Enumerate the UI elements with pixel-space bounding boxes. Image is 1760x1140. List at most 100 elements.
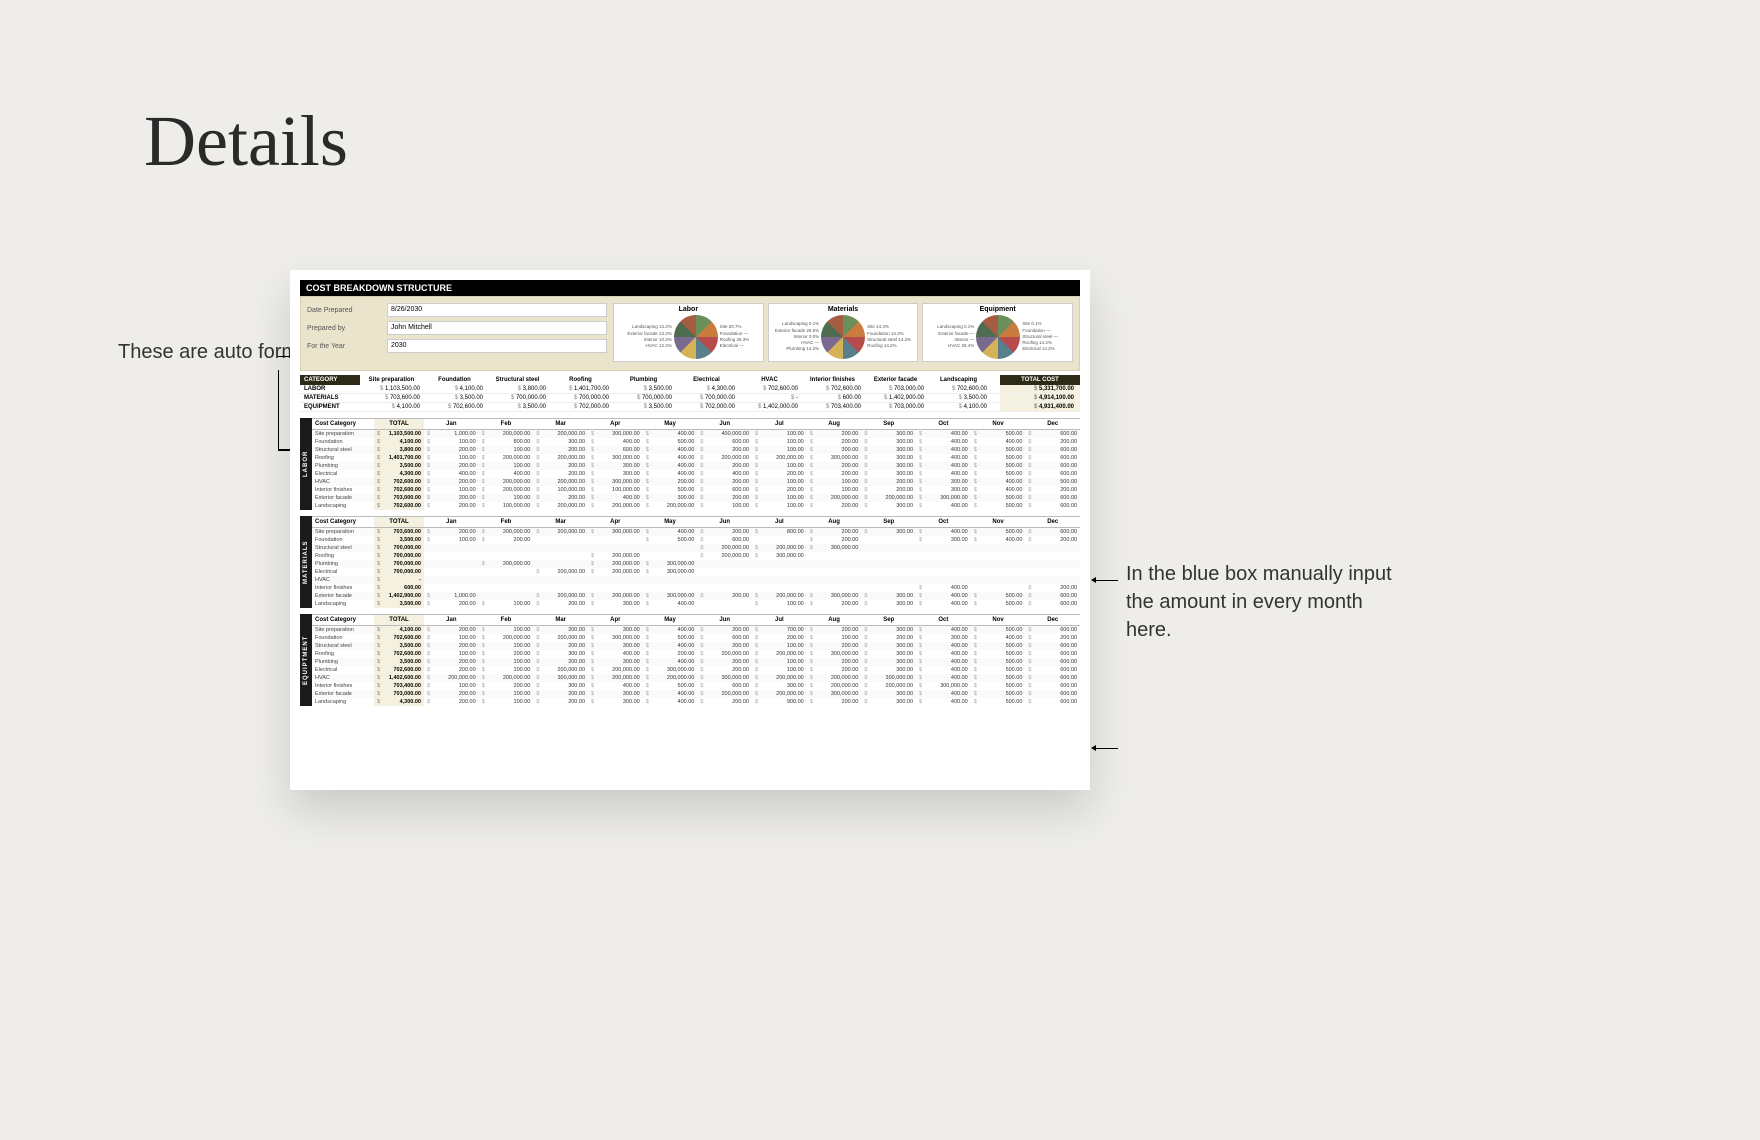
month-cell[interactable]: $600.00 [1025,658,1080,666]
month-cell[interactable]: $700.00 [752,626,807,634]
month-cell[interactable]: $400.00 [971,438,1026,446]
month-cell[interactable]: $300,000.00 [643,666,698,674]
month-cell[interactable] [479,584,534,592]
month-cell[interactable]: $300,000.00 [588,430,643,438]
month-cell[interactable] [424,584,479,592]
month-cell[interactable]: $200,000.00 [752,454,807,462]
month-cell[interactable]: $400.00 [643,698,698,706]
month-cell[interactable]: $300.00 [861,430,916,438]
month-cell[interactable]: $100.00 [479,642,534,650]
month-cell[interactable]: $600.00 [1025,626,1080,634]
month-cell[interactable]: $600.00 [1025,592,1080,600]
month-cell[interactable]: $300.00 [588,642,643,650]
month-cell[interactable] [533,584,588,592]
month-cell[interactable]: $600.00 [1025,642,1080,650]
month-cell[interactable] [533,544,588,552]
month-cell[interactable]: $200.00 [533,658,588,666]
month-cell[interactable]: $300.00 [588,462,643,470]
month-cell[interactable] [861,544,916,552]
month-cell[interactable]: $200.00 [807,600,862,608]
month-cell[interactable]: $400.00 [971,478,1026,486]
month-cell[interactable] [971,560,1026,568]
month-cell[interactable]: $300,000.00 [588,454,643,462]
date-input[interactable]: 8/26/2030 [387,303,607,317]
month-cell[interactable]: $200.00 [861,486,916,494]
month-cell[interactable]: $200,000.00 [588,674,643,682]
month-cell[interactable] [752,560,807,568]
month-cell[interactable] [916,544,971,552]
month-cell[interactable]: $800.00 [752,528,807,536]
month-cell[interactable]: $300.00 [588,698,643,706]
month-cell[interactable]: $200.00 [807,642,862,650]
month-cell[interactable]: $600.00 [1025,698,1080,706]
month-cell[interactable]: $400,000.00 [697,430,752,438]
month-cell[interactable]: $200,000.00 [697,552,752,560]
month-cell[interactable]: $200.00 [533,470,588,478]
month-cell[interactable]: $100.00 [424,486,479,494]
month-cell[interactable]: $200.00 [533,626,588,634]
month-cell[interactable]: $200.00 [807,658,862,666]
month-cell[interactable] [643,584,698,592]
month-cell[interactable]: $200.00 [697,462,752,470]
month-cell[interactable]: $300.00 [807,446,862,454]
month-cell[interactable]: $200,000.00 [697,690,752,698]
month-cell[interactable]: $400.00 [588,438,643,446]
month-cell[interactable]: $300.00 [533,650,588,658]
month-cell[interactable] [424,576,479,584]
month-cell[interactable]: $400.00 [916,528,971,536]
month-cell[interactable]: $300.00 [861,626,916,634]
month-cell[interactable]: $200.00 [697,528,752,536]
month-cell[interactable]: $200.00 [424,528,479,536]
month-cell[interactable]: $200.00 [643,478,698,486]
month-cell[interactable]: $200.00 [424,446,479,454]
month-cell[interactable]: $200.00 [697,666,752,674]
month-cell[interactable]: $500.00 [971,502,1026,510]
month-cell[interactable]: $500.00 [971,626,1026,634]
month-cell[interactable]: $300,000.00 [643,592,698,600]
month-cell[interactable]: $600.00 [697,486,752,494]
month-cell[interactable] [424,568,479,576]
month-cell[interactable]: $500.00 [971,698,1026,706]
month-cell[interactable]: $200,000.00 [752,690,807,698]
month-cell[interactable]: $200,000.00 [479,528,534,536]
month-cell[interactable]: $400.00 [916,600,971,608]
month-cell[interactable] [424,552,479,560]
month-cell[interactable] [588,576,643,584]
month-cell[interactable]: $500.00 [971,494,1026,502]
month-cell[interactable]: $200.00 [697,592,752,600]
month-cell[interactable]: $300.00 [861,642,916,650]
month-cell[interactable]: $100.00 [424,438,479,446]
month-cell[interactable]: $300,000.00 [861,674,916,682]
month-cell[interactable]: $600.00 [588,446,643,454]
month-cell[interactable]: $500.00 [643,682,698,690]
month-cell[interactable]: $100.00 [479,698,534,706]
month-cell[interactable]: $200.00 [479,650,534,658]
month-cell[interactable]: $300.00 [861,454,916,462]
month-cell[interactable]: $400.00 [971,486,1026,494]
month-cell[interactable]: $100.00 [424,454,479,462]
month-cell[interactable]: $500.00 [971,462,1026,470]
month-cell[interactable]: $500.00 [971,446,1026,454]
month-cell[interactable] [533,536,588,544]
month-cell[interactable]: $400.00 [971,634,1026,642]
month-cell[interactable]: $200,000.00 [533,478,588,486]
month-cell[interactable]: $600.00 [1025,528,1080,536]
month-cell[interactable]: $400.00 [916,698,971,706]
month-cell[interactable]: $200,000.00 [479,478,534,486]
month-cell[interactable]: $200.00 [424,690,479,698]
month-cell[interactable]: $400.00 [916,658,971,666]
month-cell[interactable]: $600.00 [697,634,752,642]
month-cell[interactable]: $100.00 [424,650,479,658]
month-cell[interactable]: $400.00 [643,430,698,438]
month-cell[interactable]: $100.00 [752,666,807,674]
month-cell[interactable] [861,552,916,560]
month-cell[interactable]: $200.00 [861,634,916,642]
month-cell[interactable]: $300.00 [588,690,643,698]
prepared-by-input[interactable]: John Mitchell [387,321,607,335]
month-cell[interactable]: $200,000.00 [861,682,916,690]
month-cell[interactable]: $200.00 [697,494,752,502]
month-cell[interactable]: $600.00 [697,536,752,544]
month-cell[interactable]: $200.00 [533,698,588,706]
month-cell[interactable] [1025,560,1080,568]
month-cell[interactable]: $300.00 [588,626,643,634]
